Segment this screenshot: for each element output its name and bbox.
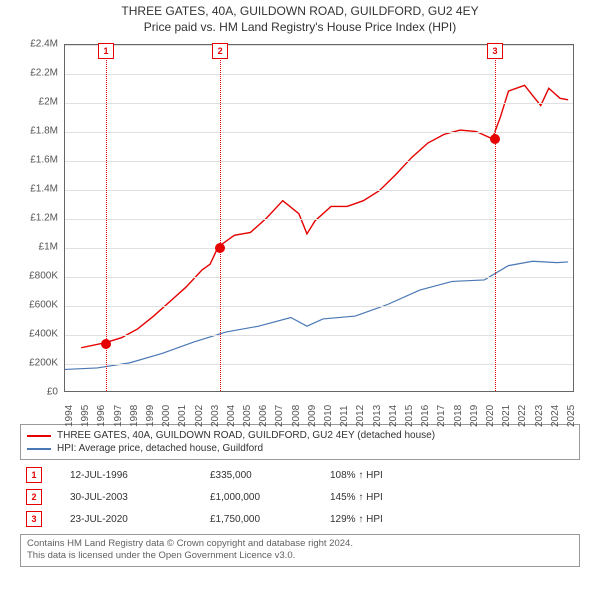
x-axis-label: 1996 bbox=[96, 405, 107, 427]
gridline bbox=[65, 364, 573, 365]
row-price: £1,750,000 bbox=[210, 514, 330, 525]
gridline bbox=[65, 190, 573, 191]
transaction-marker bbox=[215, 243, 225, 253]
transaction-number-box: 2 bbox=[212, 43, 228, 59]
x-axis-label: 2017 bbox=[436, 405, 447, 427]
x-axis-label: 2019 bbox=[469, 405, 480, 427]
legend-label: THREE GATES, 40A, GUILDOWN ROAD, GUILDFO… bbox=[57, 430, 435, 441]
row-marker: 3 bbox=[26, 511, 42, 527]
gridline bbox=[65, 132, 573, 133]
footer-line1: Contains HM Land Registry data © Crown c… bbox=[27, 538, 573, 550]
legend-item: THREE GATES, 40A, GUILDOWN ROAD, GUILDFO… bbox=[27, 429, 573, 442]
gridline bbox=[65, 277, 573, 278]
chart-title-line2: Price paid vs. HM Land Registry's House … bbox=[0, 20, 600, 34]
x-axis-label: 2002 bbox=[194, 405, 205, 427]
x-axis-label: 2020 bbox=[485, 405, 496, 427]
y-axis-label: £0 bbox=[22, 387, 58, 398]
x-axis-label: 2001 bbox=[177, 405, 188, 427]
legend-swatch bbox=[27, 448, 51, 450]
legend-box: THREE GATES, 40A, GUILDOWN ROAD, GUILDFO… bbox=[20, 424, 580, 460]
transaction-vline bbox=[495, 45, 496, 391]
legend-swatch bbox=[27, 435, 51, 437]
x-axis-label: 2025 bbox=[566, 405, 577, 427]
y-axis-label: £600K bbox=[22, 300, 58, 311]
x-axis-label: 1998 bbox=[129, 405, 140, 427]
x-axis-label: 2018 bbox=[453, 405, 464, 427]
y-axis-label: £1M bbox=[22, 242, 58, 253]
x-axis-label: 2009 bbox=[307, 405, 318, 427]
x-axis-label: 1997 bbox=[113, 405, 124, 427]
gridline bbox=[65, 161, 573, 162]
y-axis-label: £1.8M bbox=[22, 126, 58, 137]
y-axis-label: £1.6M bbox=[22, 155, 58, 166]
x-axis-label: 2014 bbox=[388, 405, 399, 427]
table-row: 1 12-JUL-1996£335,000108% ↑ HPI bbox=[20, 464, 580, 486]
row-marker: 1 bbox=[26, 467, 42, 483]
x-axis-label: 2021 bbox=[501, 405, 512, 427]
row-price: £1,000,000 bbox=[210, 492, 330, 503]
y-axis-label: £400K bbox=[22, 329, 58, 340]
footer-line2: This data is licensed under the Open Gov… bbox=[27, 550, 573, 562]
row-pct: 145% ↑ HPI bbox=[330, 492, 450, 503]
x-axis-label: 2000 bbox=[161, 405, 172, 427]
footer-box: Contains HM Land Registry data © Crown c… bbox=[20, 534, 580, 567]
x-axis-label: 2016 bbox=[420, 405, 431, 427]
gridline bbox=[65, 103, 573, 104]
x-axis-label: 2010 bbox=[323, 405, 334, 427]
row-date: 12-JUL-1996 bbox=[70, 470, 210, 481]
row-marker: 2 bbox=[26, 489, 42, 505]
x-axis-label: 2005 bbox=[242, 405, 253, 427]
transactions-table: 1 12-JUL-1996£335,000108% ↑ HPI 2 30-JUL-20… bbox=[20, 464, 580, 530]
transaction-number-box: 1 bbox=[98, 43, 114, 59]
x-axis-label: 2011 bbox=[339, 405, 350, 427]
y-axis-label: £2.2M bbox=[22, 68, 58, 79]
transaction-marker bbox=[101, 339, 111, 349]
row-date: 23-JUL-2020 bbox=[70, 514, 210, 525]
y-axis-label: £2.4M bbox=[22, 39, 58, 50]
gridline bbox=[65, 306, 573, 307]
legend-item: HPI: Average price, detached house, Guil… bbox=[27, 442, 573, 455]
x-axis-label: 2004 bbox=[226, 405, 237, 427]
gridline bbox=[65, 74, 573, 75]
x-axis-label: 2023 bbox=[534, 405, 545, 427]
x-axis-label: 1995 bbox=[80, 405, 91, 427]
table-row: 3 23-JUL-2020£1,750,000129% ↑ HPI bbox=[20, 508, 580, 530]
x-axis-label: 2003 bbox=[210, 405, 221, 427]
transaction-vline bbox=[220, 45, 221, 391]
x-axis-label: 2024 bbox=[550, 405, 561, 427]
gridline bbox=[65, 335, 573, 336]
chart-title-line1: THREE GATES, 40A, GUILDOWN ROAD, GUILDFO… bbox=[0, 4, 600, 18]
gridline bbox=[65, 219, 573, 220]
gridline bbox=[65, 248, 573, 249]
x-axis-label: 2013 bbox=[372, 405, 383, 427]
chart-svg bbox=[65, 45, 573, 391]
row-price: £335,000 bbox=[210, 470, 330, 481]
x-axis-label: 2015 bbox=[404, 405, 415, 427]
x-axis-label: 2007 bbox=[274, 405, 285, 427]
table-row: 2 30-JUL-2003£1,000,000145% ↑ HPI bbox=[20, 486, 580, 508]
y-axis-label: £1.2M bbox=[22, 213, 58, 224]
transaction-number-box: 3 bbox=[487, 43, 503, 59]
chart-container: 1 2 3 £0 £200K £400K £600K £800K £1M £1.2M £1.4M £… bbox=[20, 38, 580, 418]
y-axis-label: £200K bbox=[22, 358, 58, 369]
row-pct: 108% ↑ HPI bbox=[330, 470, 450, 481]
legend-label: HPI: Average price, detached house, Guil… bbox=[57, 443, 263, 454]
x-axis-label: 2006 bbox=[258, 405, 269, 427]
plot-area: 1 2 3 bbox=[64, 44, 574, 392]
x-axis-label: 1999 bbox=[145, 405, 156, 427]
transaction-marker bbox=[490, 134, 500, 144]
row-date: 30-JUL-2003 bbox=[70, 492, 210, 503]
row-pct: 129% ↑ HPI bbox=[330, 514, 450, 525]
y-axis-label: £1.4M bbox=[22, 184, 58, 195]
x-axis-label: 2008 bbox=[291, 405, 302, 427]
x-axis-label: 2012 bbox=[355, 405, 366, 427]
x-axis-label: 2022 bbox=[517, 405, 528, 427]
x-axis-label: 1994 bbox=[64, 405, 75, 427]
y-axis-label: £800K bbox=[22, 271, 58, 282]
y-axis-label: £2M bbox=[22, 97, 58, 108]
